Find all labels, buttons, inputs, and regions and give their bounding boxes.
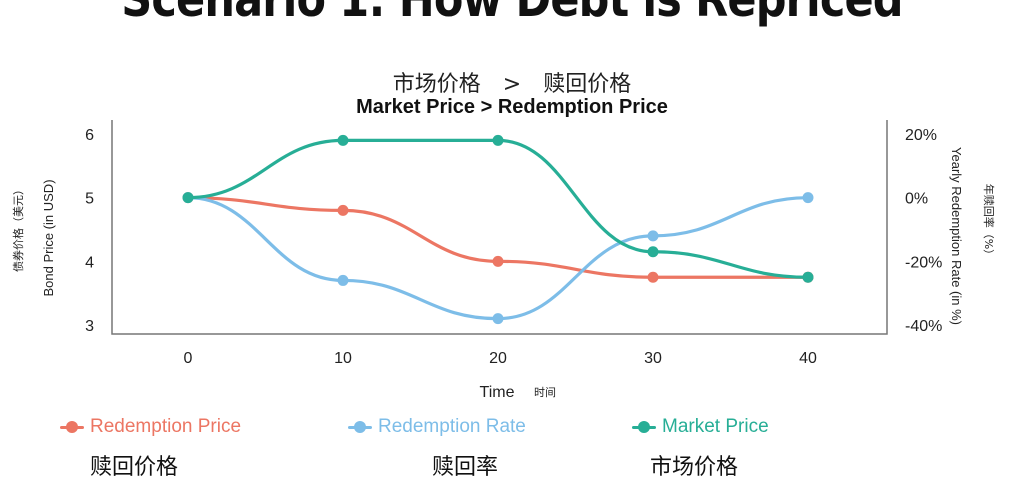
legend-label: Market Price xyxy=(662,416,769,437)
bottom-label-redemption-rate: 赎回率 xyxy=(432,455,499,480)
x-tick-label: 20 xyxy=(489,350,507,367)
x-tick-label: 10 xyxy=(334,350,352,367)
chart-legend: Redemption Price Redemption Rate Market Pr… xyxy=(60,414,1020,440)
y-axis-label: Bond Price (in USD) xyxy=(41,179,56,296)
legend-marker-icon xyxy=(348,421,372,433)
legend-item: Market Price xyxy=(632,414,769,440)
legend-marker-icon xyxy=(60,421,84,433)
y-tick-label: 5 xyxy=(85,191,94,208)
y-axis-label-chinese: 债券价格（美元） xyxy=(11,184,25,272)
data-point-market-price xyxy=(337,134,349,146)
x-axis-label: Time xyxy=(480,384,515,401)
data-point-market-price xyxy=(492,134,504,146)
legend-item: Redemption Rate xyxy=(348,414,526,440)
legend-label: Redemption Rate xyxy=(378,416,526,437)
x-tick-label: 40 xyxy=(799,350,817,367)
legend-item: Redemption Price xyxy=(60,414,241,440)
y2-tick-label: -20% xyxy=(905,254,942,271)
data-point-market-price xyxy=(647,246,659,258)
y-tick-label: 3 xyxy=(85,318,94,335)
bottom-label-market-price: 市场价格 xyxy=(650,455,739,480)
data-point-market-price xyxy=(182,192,194,204)
y2-axis-label-chinese: 年赎回率（%） xyxy=(982,184,996,260)
data-point-market-price xyxy=(802,271,814,283)
slide-heading: Scenario 1: How Debt is Repriced xyxy=(72,0,953,28)
y-tick-label: 6 xyxy=(85,127,94,144)
data-point-redemption-rate xyxy=(492,313,504,325)
data-point-redemption-rate xyxy=(337,274,349,286)
data-point-redemption-rate xyxy=(802,192,814,204)
x-axis-label-chinese: 时间 xyxy=(534,386,556,399)
y-tick-label: 4 xyxy=(85,254,94,271)
bottom-label-redemption-price: 赎回价格 xyxy=(90,455,179,480)
chart-title-chinese: 市场价格 > 赎回价格 xyxy=(392,72,632,97)
chart-title: Market Price > Redemption Price xyxy=(356,96,668,118)
data-point-redemption-price xyxy=(337,204,349,216)
y2-tick-label: 20% xyxy=(905,127,937,144)
legend-marker-icon xyxy=(632,421,656,433)
legend-label: Redemption Price xyxy=(90,416,242,437)
line-chart: 3 4 5 6 -40% -20% 0% 20% 0 10 20 30 40 Time 时间 Bond Pri… xyxy=(11,120,996,401)
plot-frame xyxy=(111,120,888,335)
data-point-redemption-price xyxy=(492,255,504,267)
y2-tick-label: 0% xyxy=(905,191,928,208)
x-tick-label: 30 xyxy=(644,350,662,367)
data-point-redemption-price xyxy=(647,271,659,283)
x-tick-label: 0 xyxy=(184,350,193,367)
y2-axis-label: Yearly Redemption Rate (in %) xyxy=(949,147,964,325)
y2-tick-label: -40% xyxy=(905,318,942,335)
data-point-redemption-rate xyxy=(647,230,659,242)
